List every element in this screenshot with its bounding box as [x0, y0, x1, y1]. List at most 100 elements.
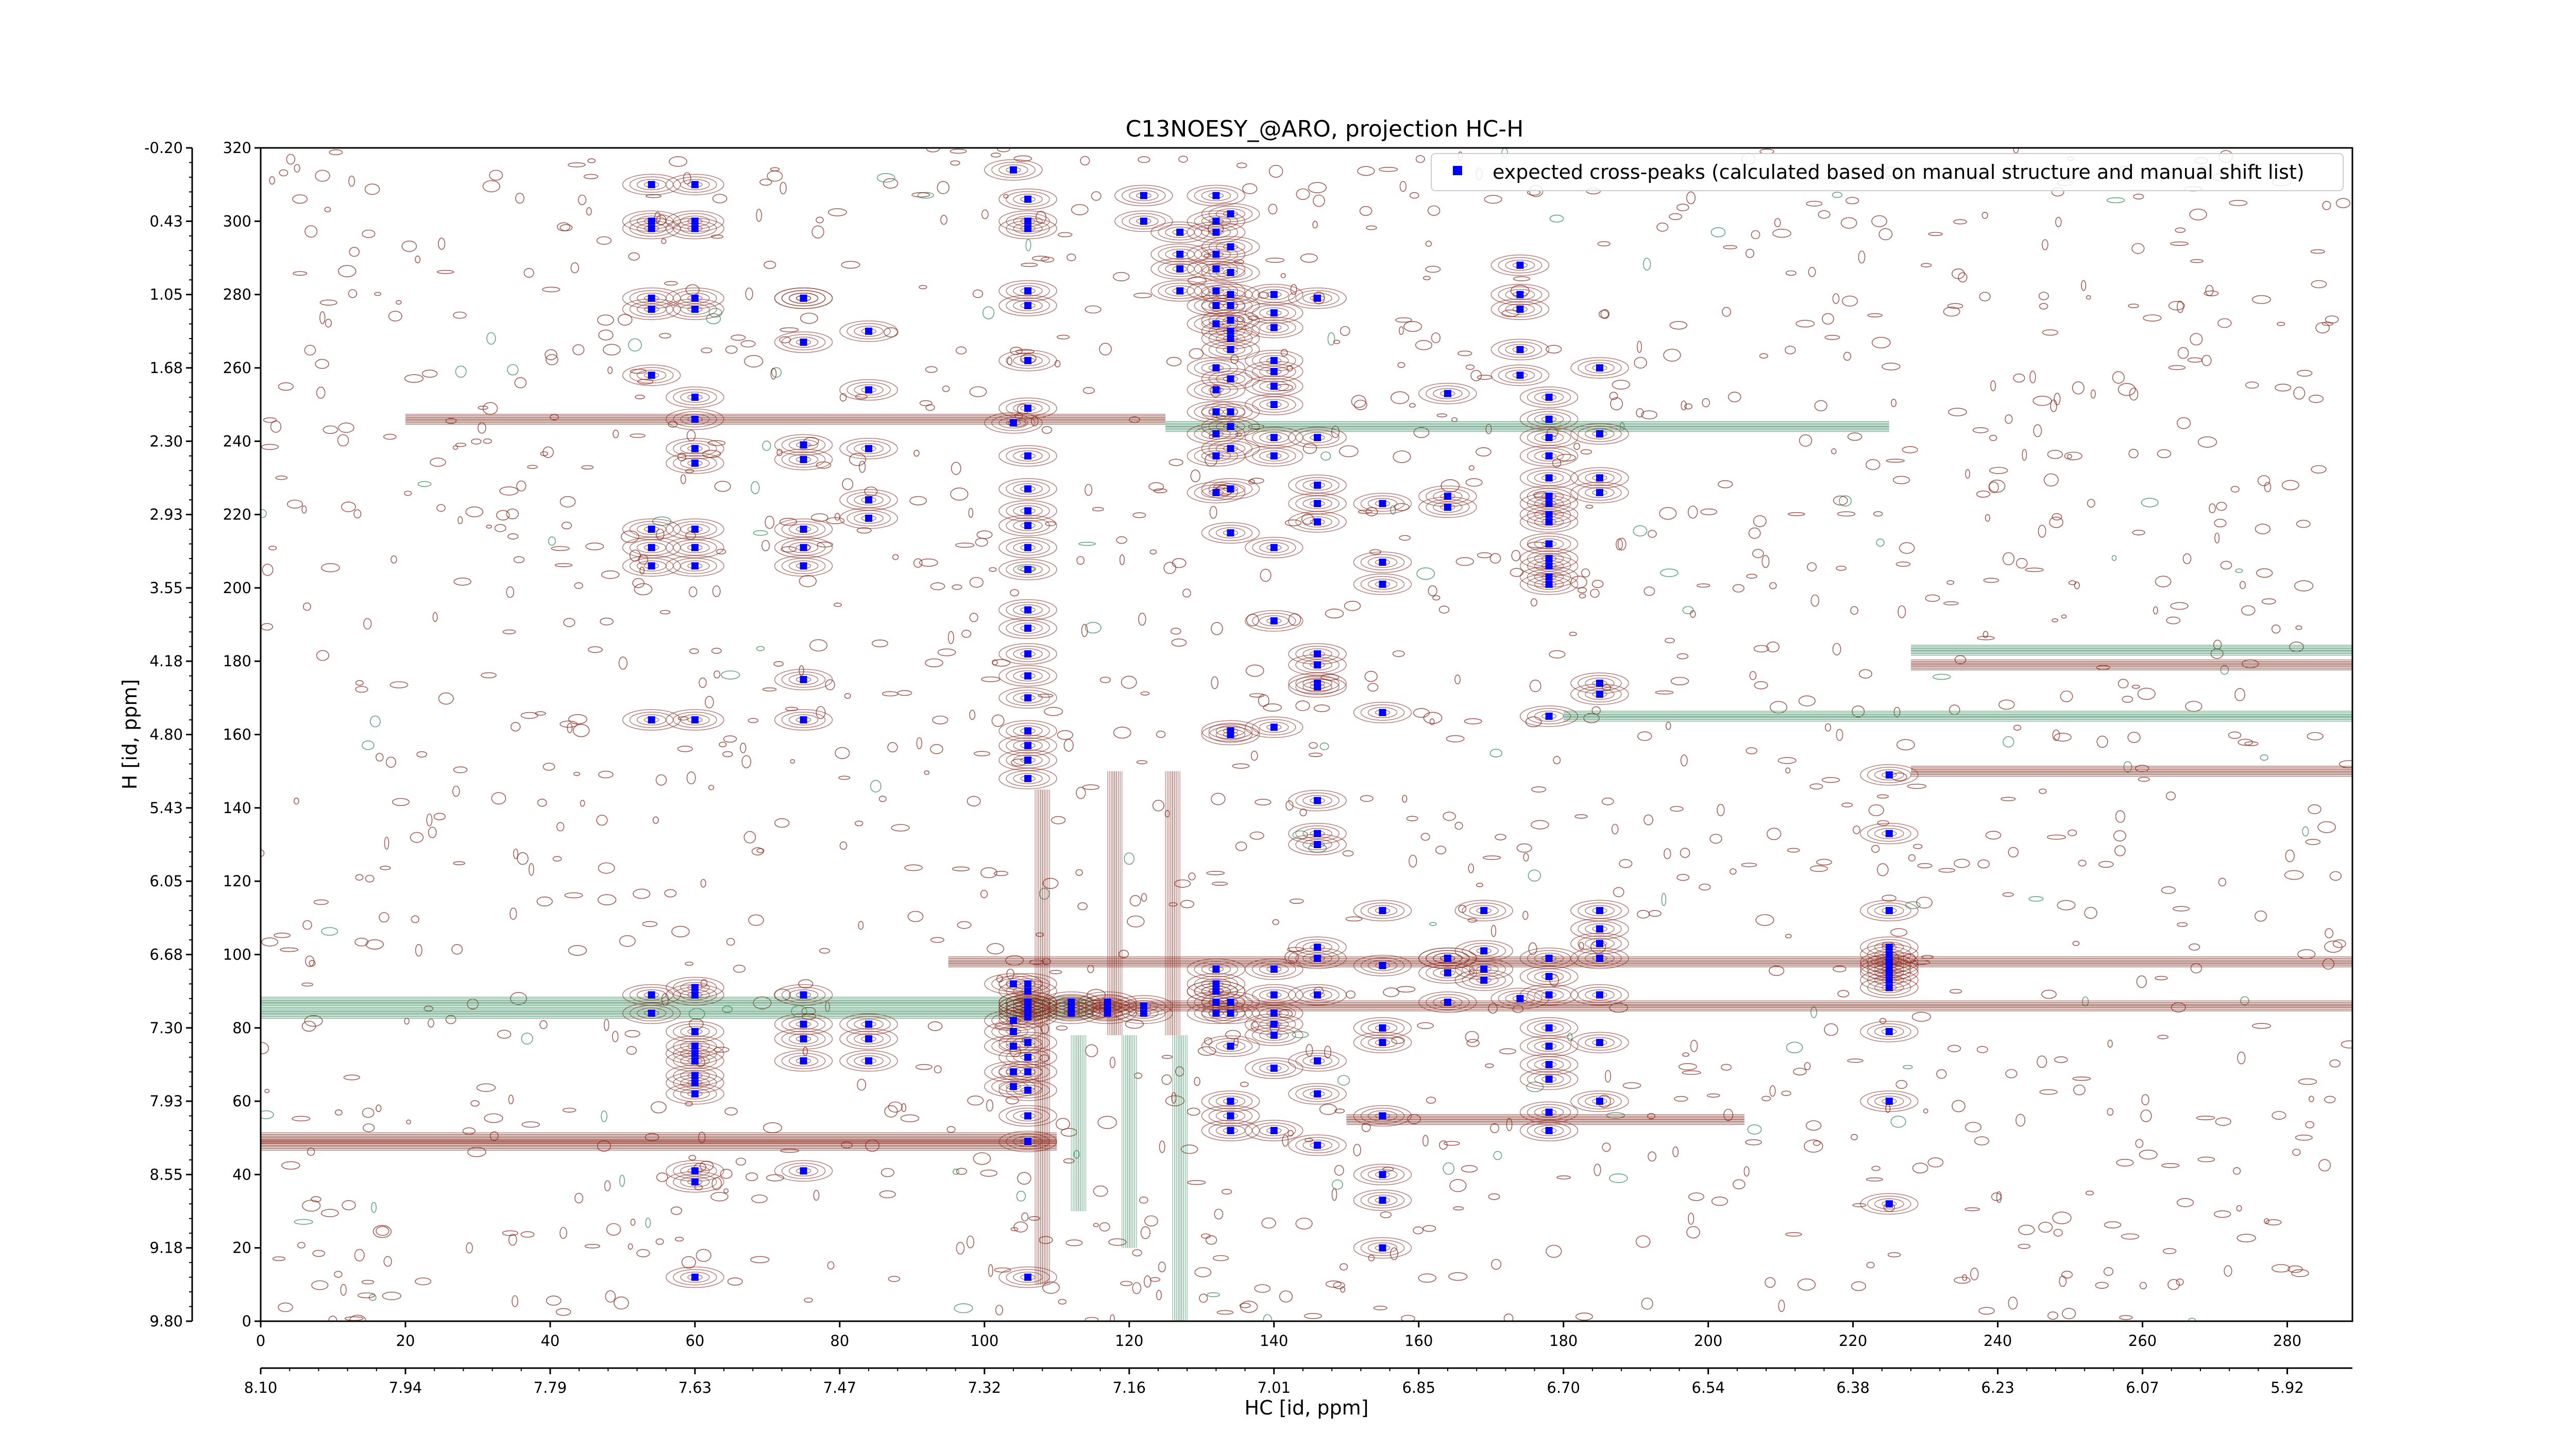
noise-contour	[1263, 1314, 1273, 1321]
cross-peak-marker	[1212, 320, 1220, 328]
peak-contour	[998, 643, 1057, 665]
peak-contour	[998, 295, 1057, 316]
noise-contour	[2161, 1163, 2180, 1168]
cross-peak-marker	[1227, 210, 1234, 218]
peak-contour	[1426, 994, 1470, 1010]
cross-peak-marker	[1212, 250, 1220, 258]
noise-contour	[1367, 683, 1379, 692]
peak-contour	[788, 989, 819, 1001]
peak-contour	[788, 1033, 819, 1044]
noise-contour	[294, 1219, 313, 1225]
noise-contour	[2277, 322, 2285, 326]
peak-contour	[1527, 447, 1571, 464]
peak-contour	[788, 1165, 819, 1177]
noise-contour	[1617, 537, 1626, 551]
peak-contour	[666, 555, 724, 577]
noise-contour	[2228, 731, 2242, 739]
peak-contour	[680, 292, 710, 304]
cross-peak-marker	[800, 441, 807, 449]
noise-contour	[597, 894, 617, 905]
noise-contour	[968, 508, 974, 518]
y-tick-label: 0	[242, 1312, 251, 1330]
peak-contour	[781, 671, 826, 688]
noise-contour	[1574, 814, 1588, 819]
noise-contour	[1038, 694, 1054, 698]
peak-contour	[1860, 900, 1919, 921]
peak-contour	[1578, 469, 1622, 486]
cross-peak-marker	[1379, 962, 1386, 969]
noise-contour	[1289, 898, 1304, 904]
x-ppm-tick-label: 7.47	[823, 1379, 857, 1396]
noise-contour	[1899, 542, 1915, 554]
noise-contour	[1458, 904, 1467, 913]
noise-contour	[2042, 329, 2059, 336]
cross-peak-marker	[1545, 562, 1553, 570]
peak-contour	[1201, 723, 1260, 746]
peak-contour	[1860, 822, 1919, 845]
noise-contour	[1016, 1190, 1026, 1202]
noise-contour	[2104, 1221, 2122, 1229]
noise-contour	[560, 496, 576, 508]
cross-peak-marker	[1516, 346, 1524, 353]
cross-peak-marker	[1227, 445, 1234, 452]
noise-contour	[529, 863, 534, 876]
noise-contour	[457, 516, 463, 525]
noise-contour	[864, 486, 878, 497]
peak-contour	[666, 1266, 724, 1288]
noise-contour	[2038, 292, 2049, 300]
x-tick-label: 20	[396, 1332, 415, 1350]
peak-contour	[1585, 688, 1615, 700]
peak-contour	[1585, 952, 1615, 964]
y-ppm-tick-label: 4.18	[149, 652, 183, 670]
noise-contour	[1285, 800, 1294, 811]
noise-contour	[2139, 1150, 2158, 1160]
noise-contour	[2047, 834, 2066, 840]
noise-contour	[304, 345, 316, 356]
noise-contour	[1092, 507, 1104, 512]
noise-contour	[2119, 1315, 2133, 1320]
peak-contour	[998, 665, 1057, 687]
noise-contour	[508, 1094, 514, 1104]
noise-contour	[1261, 1217, 1276, 1229]
noise-contour	[2230, 486, 2240, 493]
noise-contour	[1415, 155, 1425, 163]
noise-contour	[1718, 480, 1733, 488]
noise-contour	[1859, 669, 1872, 679]
peak-contour	[673, 1023, 717, 1040]
peak-contour	[1288, 984, 1347, 1006]
noise-contour	[790, 759, 795, 764]
noise-contour	[603, 344, 621, 356]
noise-contour	[1580, 449, 1592, 455]
noise-contour	[1340, 326, 1350, 336]
peak-contour	[998, 188, 1057, 210]
noise-contour	[1733, 1179, 1745, 1190]
peak-contour	[1013, 1051, 1043, 1063]
noise-contour	[1097, 1116, 1117, 1129]
noise-contour	[1413, 1226, 1423, 1235]
noise-contour	[261, 444, 279, 450]
cross-peak-marker	[1024, 1068, 1032, 1076]
noise-contour	[583, 174, 599, 179]
noise-contour	[1546, 345, 1562, 354]
peak-contour	[1006, 1082, 1050, 1099]
noise-contour	[630, 1218, 636, 1226]
cross-peak-marker	[1596, 954, 1603, 962]
noise-contour	[2025, 567, 2044, 572]
noise-contour	[988, 1264, 993, 1277]
noise-contour	[1680, 754, 1688, 767]
cross-peak-marker	[691, 225, 699, 232]
cross-peak-marker	[1885, 943, 1893, 951]
peak-contour	[680, 1088, 710, 1100]
x-tick-label: 200	[1694, 1332, 1722, 1350]
noise-contour	[543, 763, 555, 771]
peak-contour	[673, 389, 717, 406]
noise-contour	[2322, 200, 2331, 210]
noise-contour	[2054, 733, 2072, 742]
legend[interactable]: expected cross-peaks (calculated based o…	[1431, 153, 2344, 191]
noise-contour	[515, 193, 524, 204]
cross-peak-marker	[691, 1042, 699, 1050]
noise-contour	[585, 542, 604, 550]
peak-contour	[1360, 704, 1405, 721]
noise-contour	[453, 861, 466, 865]
cross-peak-marker	[1024, 1053, 1032, 1061]
